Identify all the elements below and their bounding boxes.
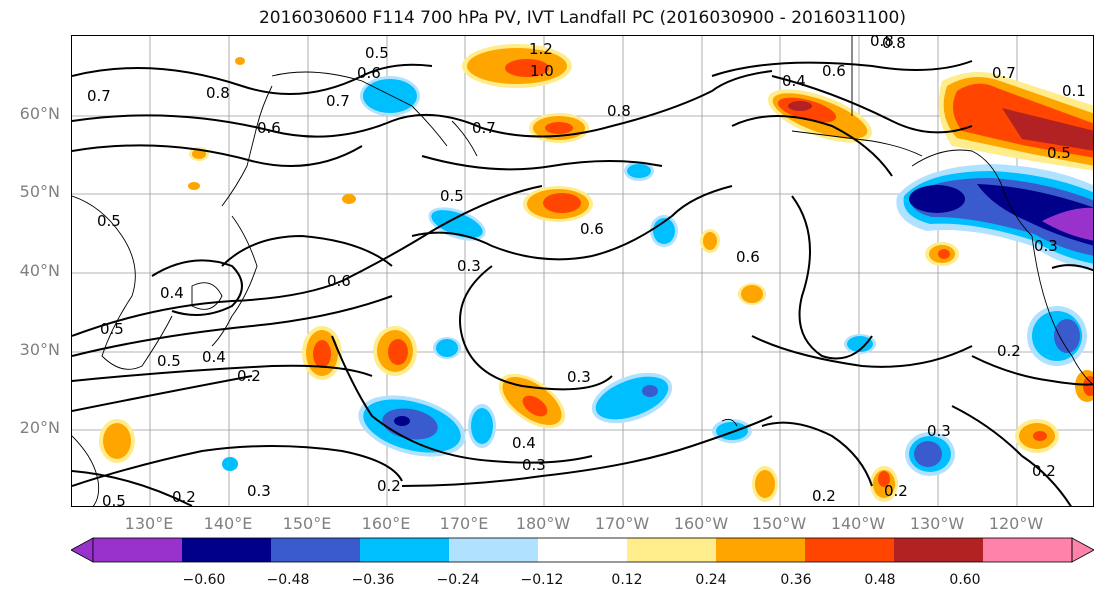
colorbar-outline (92, 537, 1073, 563)
contour-label: 0.8 (206, 84, 230, 102)
colorbar-tick: 0.36 (780, 572, 812, 588)
colorbar-swatch (449, 538, 538, 562)
contour-labels: 0.5 0.6 0.7 0.8 1.2 1.0 0.8 0.4 0.6 0.7 … (87, 36, 1086, 507)
colorbar-tick: 0.24 (695, 572, 727, 588)
lon-label: 140°W (830, 514, 886, 533)
contour-label: 0.8 (870, 36, 894, 50)
contour-label: 0.8 (882, 36, 906, 52)
lon-label: 150°W (751, 514, 807, 533)
colorbar-swatch (360, 538, 449, 562)
colorbar-tick: −0.12 (520, 572, 564, 588)
contour-label: 0.5 (1047, 144, 1071, 162)
colorbar-tick: 0.48 (864, 572, 896, 588)
lon-label: 130°E (124, 514, 174, 533)
contour-label: 0.4 (202, 348, 226, 366)
map-panel: 0.5 0.6 0.7 0.8 1.2 1.0 0.8 0.4 0.6 0.7 … (71, 35, 1094, 507)
lat-label: 60°N (19, 104, 60, 123)
lon-label: 120°W (988, 514, 1044, 533)
colorbar-swatch (894, 538, 983, 562)
positive-anomaly-shading (99, 44, 1093, 502)
colorbar-tick: −0.24 (436, 572, 480, 588)
contour-label: 0.6 (327, 272, 351, 290)
contour-label: 0.4 (782, 72, 806, 90)
contour-label: 0.3 (927, 422, 951, 440)
colorbar-swatch (805, 538, 894, 562)
colorbar-tick: 0.12 (611, 572, 643, 588)
contour-label: 0.5 (157, 352, 181, 370)
colorbar-swatch (716, 538, 805, 562)
contour-label: 0.2 (237, 367, 261, 385)
contour-label: 0.6 (822, 62, 846, 80)
colorbar-swatch (93, 538, 182, 562)
colorbar-swatch (983, 538, 1072, 562)
lon-label: 130°W (909, 514, 965, 533)
colorbar-swatch (627, 538, 716, 562)
contour-label: 0.7 (87, 87, 111, 105)
contour-label: 0.7 (992, 64, 1016, 82)
contour-label: 0.5 (97, 212, 121, 230)
contour-label: 1.0 (530, 62, 554, 80)
contour-label: 0.5 (365, 44, 389, 62)
lat-label: 40°N (19, 261, 60, 280)
lon-label: 180°W (515, 514, 571, 533)
colorbar-swatch (182, 538, 271, 562)
contour-label: 0.4 (512, 434, 536, 452)
contour-label: 0.5 (100, 320, 124, 338)
contour-label: 1.2 (529, 40, 553, 58)
lat-label: 50°N (19, 182, 60, 201)
colorbar-swatch (271, 538, 360, 562)
pv-contours (72, 60, 1093, 506)
lon-label: 150°E (282, 514, 332, 533)
contour-label: 0.2 (172, 488, 196, 506)
colorbar-tick: −0.48 (266, 572, 310, 588)
coastlines (72, 36, 1093, 506)
colorbar-swatch (538, 538, 627, 562)
colorbar-extend-high (1071, 537, 1094, 563)
negative-anomaly-shading (222, 76, 1093, 476)
colorbar (71, 537, 1094, 563)
colorbar-tick: 0.60 (949, 572, 981, 588)
contour-label: 0.5 (440, 187, 464, 205)
contour-label: 0.6 (257, 119, 281, 137)
contour-label: 0.3 (522, 456, 546, 474)
contour-label: 0.6 (580, 220, 604, 238)
lon-label: 160°E (361, 514, 411, 533)
contour-label: 0.2 (884, 482, 908, 500)
lat-label: 20°N (19, 418, 60, 437)
map-title: 2016030600 F114 700 hPa PV, IVT Landfall… (258, 8, 906, 28)
lon-label: 170°W (594, 514, 650, 533)
lon-label: 140°E (203, 514, 253, 533)
contour-label: 0.7 (326, 92, 350, 110)
contour-label: 0.8 (607, 102, 631, 120)
colorbar-tick: −0.60 (182, 572, 226, 588)
contour-label: 0.7 (472, 119, 496, 137)
contour-label: 0.5 (102, 492, 126, 507)
contour-label: 0.2 (812, 487, 836, 505)
contour-label: 0.3 (1034, 237, 1058, 255)
contour-label: 0.3 (567, 368, 591, 386)
contour-label: 0.6 (357, 64, 381, 82)
lat-label: 30°N (19, 340, 60, 359)
contour-label: 0.4 (160, 284, 184, 302)
contour-label: 0.1 (1062, 82, 1086, 100)
colorbar-tick: −0.36 (351, 572, 395, 588)
contour-label: 0.2 (997, 342, 1021, 360)
colorbar-extend-low (71, 537, 94, 563)
contour-label: 0.3 (457, 257, 481, 275)
contour-label: 0.2 (377, 477, 401, 495)
lon-label: 160°W (673, 514, 729, 533)
lon-label: 170°E (439, 514, 489, 533)
contour-label: 0.3 (247, 482, 271, 500)
contour-label: 0.2 (1032, 462, 1056, 480)
contour-label: 0.6 (736, 248, 760, 266)
map-canvas: 0.5 0.6 0.7 0.8 1.2 1.0 0.8 0.4 0.6 0.7 … (72, 36, 1093, 507)
